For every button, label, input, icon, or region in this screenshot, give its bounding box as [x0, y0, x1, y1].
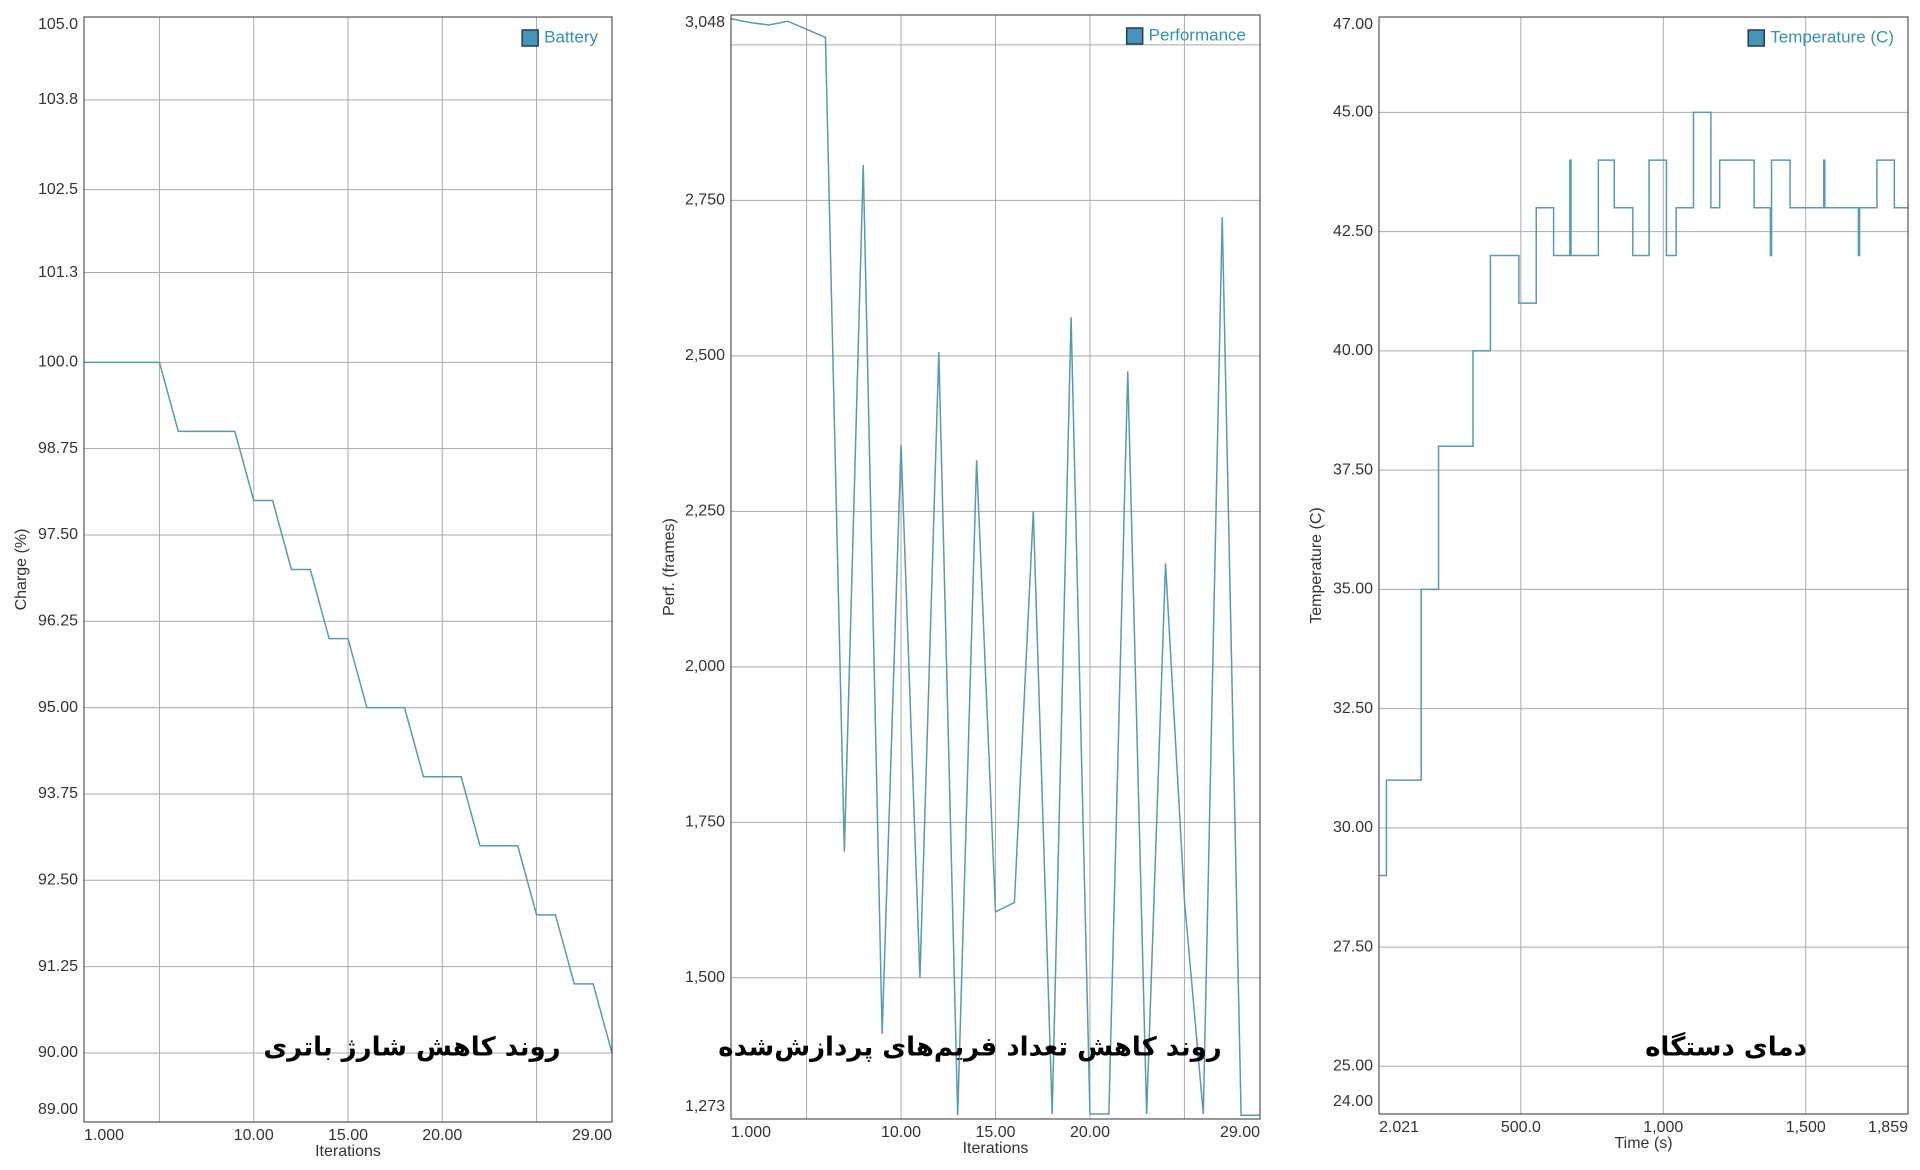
y-tick-label: 2,000 — [685, 658, 725, 675]
y-tick-label: 30.00 — [1333, 819, 1373, 836]
y-axis-label: Charge (%) — [13, 529, 30, 611]
y-tick-label: 2,250 — [685, 503, 725, 520]
legend-swatch — [521, 29, 539, 47]
y-tick-label: 2,500 — [685, 347, 725, 364]
y-tick-label: 25.00 — [1333, 1058, 1373, 1075]
y-tick-label: 35.00 — [1333, 581, 1373, 598]
y-tick-label: 24.00 — [1333, 1093, 1373, 1110]
y-tick-label: 1,273 — [685, 1098, 725, 1115]
data-line — [84, 361, 613, 1054]
y-axis-label: Temperature (C) — [1308, 507, 1325, 623]
legend-swatch — [1125, 27, 1144, 45]
x-tick-label: 10.00 — [234, 1127, 274, 1144]
y-tick-label: 102.5 — [38, 181, 78, 198]
y-tick-label: 32.50 — [1333, 700, 1373, 717]
y-tick-label: 105.0 — [38, 16, 78, 33]
annotation: روند کاهش تعداد فریم‌های پردازش‌شده — [718, 1033, 1221, 1063]
x-tick-label: 20.00 — [422, 1127, 462, 1144]
x-tick-label: 10.00 — [881, 1124, 921, 1141]
y-tick-label: 2,750 — [685, 192, 725, 209]
y-tick-label: 93.75 — [38, 785, 78, 802]
annotation: دمای دستگاه — [1645, 1032, 1807, 1063]
y-tick-label: 89.00 — [38, 1101, 78, 1118]
x-tick-label: 2.021 — [1379, 1119, 1419, 1136]
y-tick-label: 92.50 — [38, 872, 78, 889]
y-tick-label: 97.50 — [38, 526, 78, 543]
y-tick-label: 40.00 — [1333, 342, 1373, 359]
plot-frame — [1378, 16, 1909, 1115]
x-tick-label: 1,000 — [1643, 1119, 1683, 1136]
y-tick-label: 98.75 — [38, 440, 78, 457]
x-tick-label: 29.00 — [572, 1127, 612, 1144]
x-tick-label: 20.00 — [1070, 1124, 1110, 1141]
y-tick-label: 1,750 — [685, 814, 725, 831]
y-tick-label: 37.50 — [1333, 461, 1373, 478]
x-axis-label: Iterations — [315, 1143, 381, 1160]
x-tick-label: 1,500 — [1786, 1119, 1826, 1136]
data-line — [1379, 111, 1908, 877]
x-tick-label: 1,859 — [1868, 1119, 1908, 1136]
legend-swatch — [1747, 29, 1765, 47]
x-tick-label: 15.00 — [328, 1127, 368, 1144]
y-tick-label: 101.3 — [38, 264, 78, 281]
y-tick-label: 3,048 — [685, 14, 725, 31]
x-tick-label: 500.0 — [1501, 1119, 1541, 1136]
x-tick-label: 29.00 — [1220, 1124, 1260, 1141]
y-tick-label: 95.00 — [38, 699, 78, 716]
legend-label: Temperature (C) — [1770, 27, 1894, 46]
data-line — [730, 17, 1260, 1117]
y-tick-label: 103.8 — [38, 91, 78, 108]
plot-frame — [83, 16, 613, 1123]
x-axis-label: Time (s) — [1614, 1135, 1672, 1152]
x-tick-label: 1.000 — [731, 1124, 771, 1141]
y-axis-label: Perf. (frames) — [661, 518, 678, 616]
plot-area — [1378, 16, 1909, 1115]
y-tick-label: 1,500 — [685, 969, 725, 986]
y-tick-label: 45.00 — [1333, 104, 1373, 121]
legend-label: Performance — [1149, 25, 1246, 44]
y-tick-label: 91.25 — [38, 958, 78, 975]
y-tick-label: 27.50 — [1333, 938, 1373, 955]
y-tick-label: 96.25 — [38, 613, 78, 630]
legend-label: Battery — [544, 27, 598, 46]
y-tick-label: 90.00 — [38, 1044, 78, 1061]
y-tick-label: 47.00 — [1333, 16, 1373, 33]
y-tick-label: 100.0 — [38, 354, 78, 371]
annotation: روند کاهش شارژ باتری — [263, 1033, 560, 1063]
x-tick-label: 15.00 — [975, 1124, 1015, 1141]
x-axis-label: Iterations — [963, 1140, 1029, 1157]
plot-frame — [730, 14, 1261, 1120]
x-tick-label: 1.000 — [84, 1127, 124, 1144]
y-tick-label: 42.50 — [1333, 223, 1373, 240]
